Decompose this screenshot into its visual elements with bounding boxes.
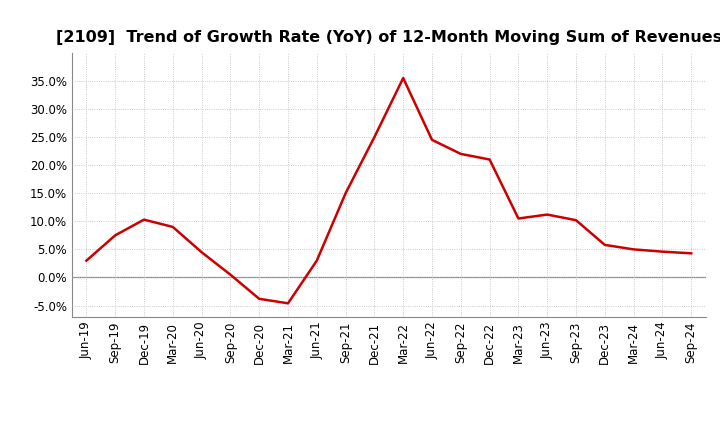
- Title: [2109]  Trend of Growth Rate (YoY) of 12-Month Moving Sum of Revenues: [2109] Trend of Growth Rate (YoY) of 12-…: [55, 29, 720, 45]
